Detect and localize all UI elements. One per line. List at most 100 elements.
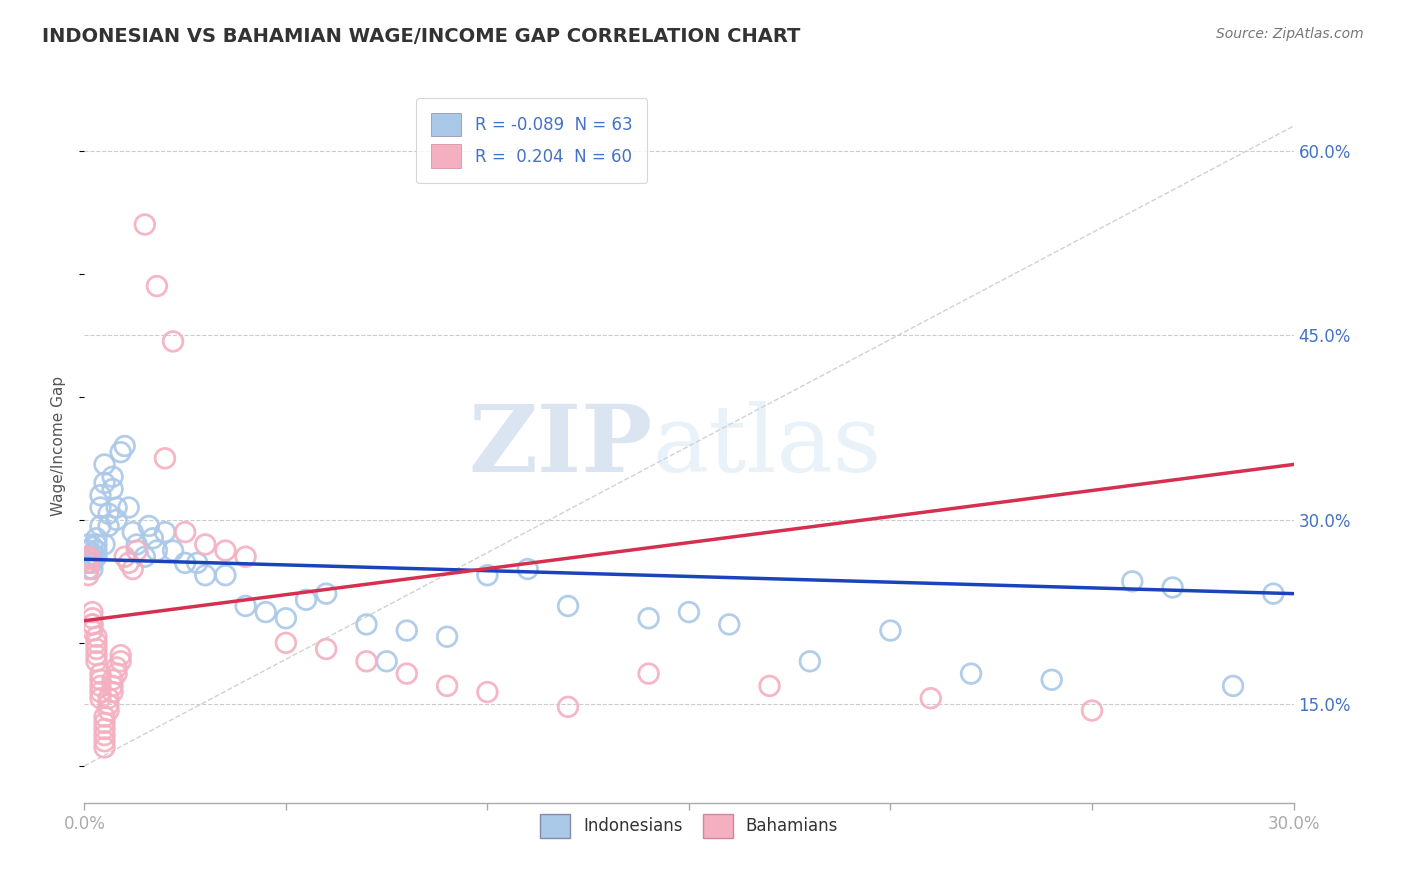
Point <box>235 549 257 564</box>
Point <box>105 500 128 515</box>
Point <box>105 513 128 527</box>
Point <box>110 648 132 662</box>
Point <box>86 630 108 644</box>
Point <box>110 654 132 668</box>
Point <box>82 611 104 625</box>
Point <box>1040 673 1063 687</box>
Point <box>254 605 277 619</box>
Point <box>214 568 236 582</box>
Point <box>153 451 176 466</box>
Point <box>93 728 115 742</box>
Point <box>82 617 104 632</box>
Point <box>477 685 499 699</box>
Point <box>121 525 143 540</box>
Point <box>162 334 184 349</box>
Point <box>86 537 108 551</box>
Point <box>89 673 111 687</box>
Point <box>114 549 136 564</box>
Point <box>93 475 115 490</box>
Point <box>146 279 169 293</box>
Point <box>477 568 499 582</box>
Point <box>82 556 104 570</box>
Point <box>89 679 111 693</box>
Point <box>93 709 115 723</box>
Point <box>960 666 983 681</box>
Point <box>1161 581 1184 595</box>
Point <box>82 617 104 632</box>
Point <box>1121 574 1143 589</box>
Point <box>114 439 136 453</box>
Point <box>718 617 741 632</box>
Point <box>194 568 217 582</box>
Point <box>356 617 378 632</box>
Point <box>799 654 821 668</box>
Point <box>82 540 104 554</box>
Legend: Indonesians, Bahamians: Indonesians, Bahamians <box>533 807 845 845</box>
Point <box>101 469 124 483</box>
Point <box>105 660 128 674</box>
Point <box>174 525 197 540</box>
Point <box>138 519 160 533</box>
Text: INDONESIAN VS BAHAMIAN WAGE/INCOME GAP CORRELATION CHART: INDONESIAN VS BAHAMIAN WAGE/INCOME GAP C… <box>42 27 800 45</box>
Point <box>194 537 217 551</box>
Point <box>86 654 108 668</box>
Point <box>82 547 104 561</box>
Point <box>436 679 458 693</box>
Point <box>97 507 120 521</box>
Point <box>146 543 169 558</box>
Point <box>315 587 337 601</box>
Text: atlas: atlas <box>652 401 882 491</box>
Point <box>101 679 124 693</box>
Point <box>142 531 165 545</box>
Point <box>125 537 148 551</box>
Point <box>134 218 156 232</box>
Point <box>315 642 337 657</box>
Point <box>295 592 318 607</box>
Point <box>162 543 184 558</box>
Point <box>920 691 942 706</box>
Point <box>89 685 111 699</box>
Point <box>758 679 780 693</box>
Point <box>186 556 208 570</box>
Point <box>93 715 115 730</box>
Point <box>89 519 111 533</box>
Point <box>77 556 100 570</box>
Point <box>93 740 115 755</box>
Point <box>93 734 115 748</box>
Point <box>235 599 257 613</box>
Point <box>153 525 176 540</box>
Y-axis label: Wage/Income Gap: Wage/Income Gap <box>51 376 66 516</box>
Point <box>97 704 120 718</box>
Point <box>97 698 120 712</box>
Point <box>89 500 111 515</box>
Point <box>134 549 156 564</box>
Point <box>436 630 458 644</box>
Point <box>557 599 579 613</box>
Point <box>105 666 128 681</box>
Point <box>77 562 100 576</box>
Point <box>125 543 148 558</box>
Text: Source: ZipAtlas.com: Source: ZipAtlas.com <box>1216 27 1364 41</box>
Point <box>97 519 120 533</box>
Point <box>77 537 100 551</box>
Point <box>557 699 579 714</box>
Point <box>101 673 124 687</box>
Point <box>174 556 197 570</box>
Point <box>86 531 108 545</box>
Point <box>274 611 297 625</box>
Point <box>395 624 418 638</box>
Point <box>82 624 104 638</box>
Point <box>77 552 100 566</box>
Point <box>86 549 108 564</box>
Point <box>678 605 700 619</box>
Point <box>101 685 124 699</box>
Point <box>89 666 111 681</box>
Point <box>395 666 418 681</box>
Point <box>77 568 100 582</box>
Point <box>1081 704 1104 718</box>
Point <box>93 537 115 551</box>
Point <box>86 642 108 657</box>
Point <box>77 543 100 558</box>
Point <box>77 556 100 570</box>
Point <box>86 636 108 650</box>
